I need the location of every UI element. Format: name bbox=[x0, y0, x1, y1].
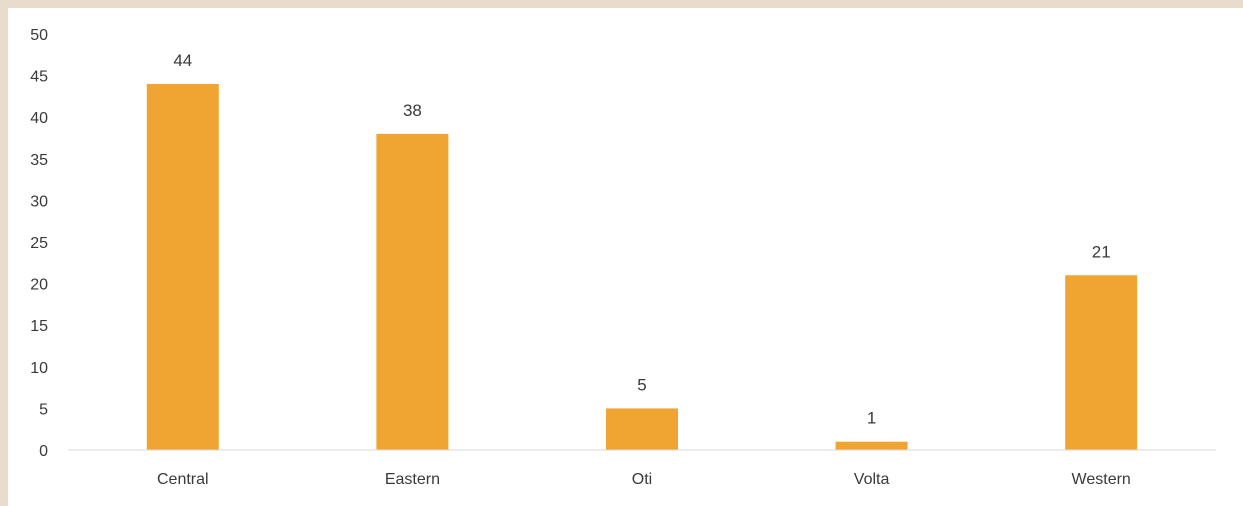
data-label-oti: 5 bbox=[637, 375, 646, 394]
bar-volta bbox=[835, 441, 908, 450]
y-tick-label: 40 bbox=[30, 110, 48, 127]
data-label-eastern: 38 bbox=[403, 101, 422, 120]
y-tick-label: 45 bbox=[30, 69, 48, 86]
data-label-central: 44 bbox=[173, 51, 192, 70]
y-tick-label: 10 bbox=[30, 360, 48, 377]
bar-chart: 0 5 10 15 20 25 30 35 40 45 50 44 38 5 1 21 Central Eas… bbox=[30, 27, 1216, 488]
data-labels: 44 38 5 1 21 bbox=[173, 51, 1110, 428]
y-tick-label: 5 bbox=[39, 401, 48, 418]
bar-western bbox=[1065, 275, 1138, 450]
y-tick-label: 15 bbox=[30, 318, 48, 335]
data-label-volta: 1 bbox=[867, 409, 876, 428]
chart-area: 0 5 10 15 20 25 30 35 40 45 50 44 38 5 1 21 Central Eas… bbox=[8, 8, 1243, 506]
x-tick-label-western: Western bbox=[1072, 471, 1131, 488]
y-tick-label: 0 bbox=[39, 443, 48, 460]
bars bbox=[146, 83, 1138, 451]
x-tick-label-central: Central bbox=[157, 471, 209, 488]
x-tick-label-volta: Volta bbox=[854, 471, 890, 488]
y-tick-label: 25 bbox=[30, 235, 48, 252]
x-axis-ticks: Central Eastern Oti Volta Western bbox=[157, 471, 1131, 488]
y-tick-label: 20 bbox=[30, 277, 48, 294]
y-tick-label: 30 bbox=[30, 193, 48, 210]
bar-eastern bbox=[376, 133, 449, 450]
bar-oti bbox=[606, 408, 678, 450]
y-axis-ticks: 0 5 10 15 20 25 30 35 40 45 50 bbox=[30, 27, 48, 460]
bar-central bbox=[146, 83, 219, 451]
x-tick-label-eastern: Eastern bbox=[385, 471, 440, 488]
y-tick-label: 50 bbox=[30, 27, 48, 44]
data-label-western: 21 bbox=[1092, 242, 1111, 261]
y-tick-label: 35 bbox=[30, 152, 48, 169]
x-tick-label-oti: Oti bbox=[632, 471, 652, 488]
